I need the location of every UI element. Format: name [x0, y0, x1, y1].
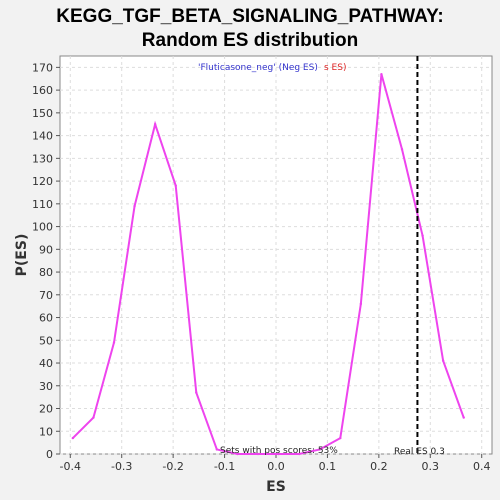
es-data-point — [92, 416, 95, 419]
x-tick-label: -0.1 — [214, 460, 235, 473]
y-tick-label: 50 — [39, 334, 53, 347]
es-data-point — [256, 452, 260, 456]
legend-neg-label: 'Fluticasone_neg' (Neg ES) — [198, 63, 318, 73]
es-data-point — [236, 452, 239, 456]
es-data-point — [112, 341, 116, 344]
y-tick-label: 20 — [39, 403, 53, 416]
es-data-point — [215, 448, 219, 451]
chart-title: KEGG_TGF_BETA_SIGNALING_PATHWAY: — [56, 6, 443, 27]
y-tick-label: 130 — [32, 152, 53, 165]
y-tick-label: 40 — [39, 357, 53, 370]
data-points — [71, 72, 465, 456]
x-tick-label: -0.3 — [111, 460, 132, 473]
y-tick-label: 120 — [32, 175, 53, 188]
x-axis-ticks: -0.4 -0.3 -0.2 -0.1 0.0 0.1 0.2 0.3 0.4 — [60, 454, 491, 473]
legend-pos-label: s ES) — [324, 63, 346, 73]
x-tick-label: 0.3 — [422, 460, 440, 473]
real-es-label: Real ES 0.3 — [394, 447, 445, 457]
es-data-point — [400, 148, 404, 151]
y-tick-label: 140 — [32, 130, 53, 143]
es-data-point — [318, 448, 321, 451]
es-distribution-line — [72, 73, 465, 455]
es-data-point — [71, 436, 75, 440]
es-data-point — [297, 452, 301, 456]
y-tick-label: 170 — [32, 61, 53, 74]
es-data-point — [174, 184, 177, 187]
y-tick-label: 90 — [39, 243, 53, 256]
y-tick-label: 80 — [39, 266, 53, 279]
x-tick-label: 0.2 — [370, 460, 388, 473]
x-tick-label: -0.2 — [162, 460, 183, 473]
x-tick-label: 0.4 — [473, 460, 491, 473]
es-data-point — [153, 123, 157, 126]
y-axis-ticks: 0 10 20 30 40 50 60 70 80 90 100 110 120 130 140 150 160… — [32, 61, 60, 461]
y-tick-label: 160 — [32, 84, 53, 97]
y-tick-label: 60 — [39, 312, 53, 325]
es-data-point — [359, 302, 363, 306]
es-data-point — [339, 436, 342, 440]
es-data-point — [277, 452, 280, 456]
y-tick-label: 0 — [46, 448, 53, 461]
es-data-point — [421, 234, 424, 237]
y-tick-label: 110 — [32, 198, 53, 211]
y-tick-label: 150 — [32, 107, 53, 120]
y-tick-label: 100 — [32, 221, 53, 234]
x-axis-label: ES — [266, 479, 286, 495]
y-tick-label: 30 — [39, 380, 53, 393]
es-data-point — [195, 391, 198, 394]
es-data-point — [380, 72, 383, 76]
es-data-point — [133, 204, 136, 208]
es-data-point — [441, 359, 445, 362]
y-tick-label: 70 — [39, 289, 53, 302]
y-tick-label: 10 — [39, 425, 53, 438]
x-tick-label: 0.1 — [319, 460, 337, 473]
y-axis-label: P(ES) — [14, 234, 30, 277]
x-tick-label: 0.0 — [267, 460, 285, 473]
chart-subtitle: Random ES distribution — [142, 30, 358, 51]
x-tick-label: -0.4 — [60, 460, 81, 473]
pos-scores-annotation: Sets with pos scores: 53% — [220, 446, 338, 456]
es-data-point — [462, 416, 465, 419]
